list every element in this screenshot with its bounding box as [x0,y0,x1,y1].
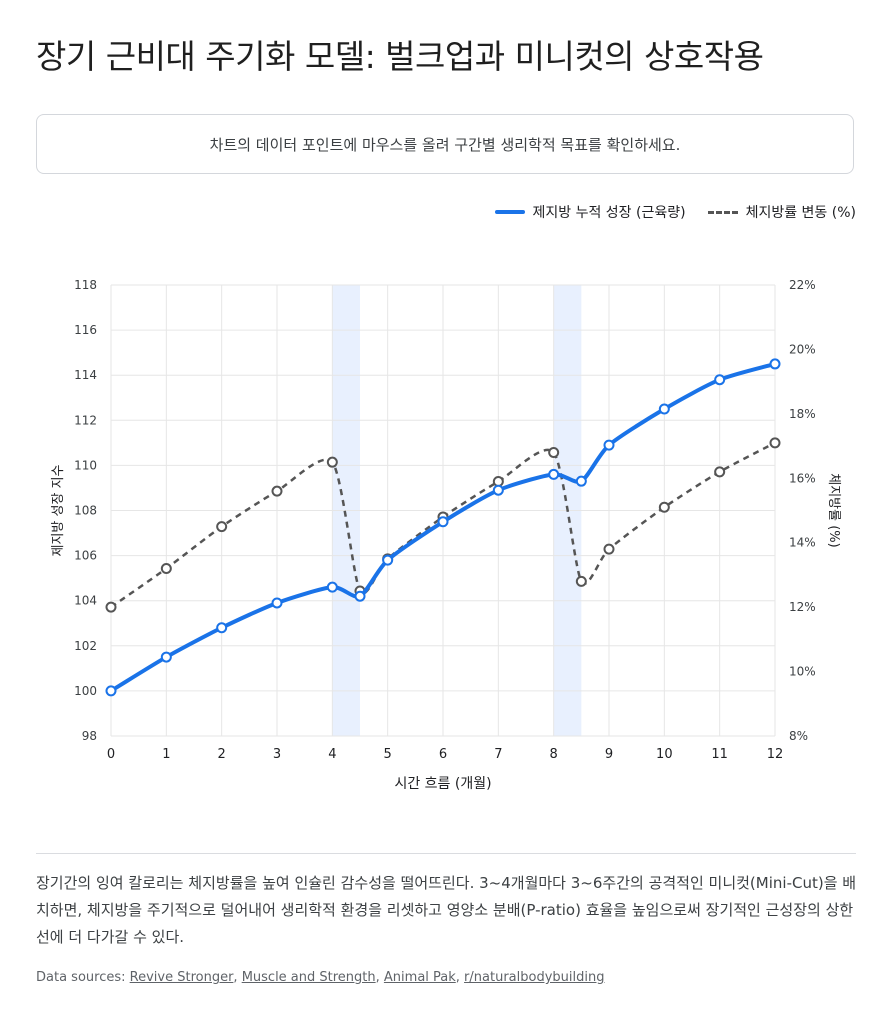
lean-mass-point-4 [326,581,338,593]
lean-mass-point-10 [575,475,587,487]
hint-text: 차트의 데이터 포인트에 마우스를 올려 구간별 생리학적 목표를 확인하세요. [209,135,681,154]
bodyfat-point-11 [603,543,615,555]
y-right-tick-label: 22% [789,278,816,292]
lean-mass-point-9 [548,468,560,480]
bodyfat-point-12 [658,501,670,513]
x-tick-label: 10 [656,747,673,762]
lean-mass-point-3 [271,597,283,609]
x-tick-label: 8 [550,747,558,762]
x-tick-label: 5 [384,747,392,762]
bodyfat-point-14 [769,437,781,449]
source-link-naturalbodybuilding[interactable]: r/naturalbodybuilding [464,970,605,985]
y-left-tick-label: 118 [74,278,97,292]
x-tick-label: 1 [162,747,170,762]
legend-label-lean-mass: 제지방 누적 성장 (근육량) [532,205,686,221]
y-right-tick-label: 10% [789,665,816,679]
bodyfat-point-3 [271,485,283,497]
bodyfat-point-9 [548,447,560,459]
x-axis-title: 시간 흐름 (개월) [394,776,491,792]
page-title: 장기 근비대 주기화 모델: 벌크업과 미니컷의 상호작용 [36,37,764,76]
y-left-tick-label: 116 [74,323,97,337]
lean-mass-point-13 [714,374,726,386]
hint-box: 차트의 데이터 포인트에 마우스를 올려 구간별 생리학적 목표를 확인하세요. [36,114,854,174]
y-left-axis-title: 제지방 성장 지수 [51,464,66,556]
bodyfat-point-10 [575,575,587,587]
legend-swatch-solid [494,210,525,214]
lean-mass-point-2 [216,622,228,634]
data-sources: Data sources: Revive Stronger, Muscle an… [36,970,605,985]
bodyfat-point-4 [326,456,338,468]
y-left-tick-label: 102 [74,639,97,653]
x-tick-label: 9 [605,747,613,762]
lean-mass-point-14 [769,358,781,370]
x-tick-label: 2 [218,747,226,762]
bodyfat-point-13 [714,466,726,478]
source-link-revive-stronger[interactable]: Revive Stronger [129,970,234,985]
legend-swatch-dashed [707,210,738,214]
lean-mass-point-8 [492,484,504,496]
y-left-tick-label: 112 [74,413,97,427]
y-right-tick-label: 8% [789,729,808,743]
y-right-tick-label: 18% [789,407,816,421]
x-tick-label: 4 [328,747,336,762]
x-tick-label: 12 [767,747,784,762]
chart-legend: 제지방 누적 성장 (근육량) 체지방률 변동 (%) [494,202,856,222]
lean-mass-point-7 [437,516,449,528]
x-tick-label: 3 [273,747,281,762]
y-right-axis-title: 체지방률 (%) [826,473,841,547]
legend-item-bodyfat[interactable]: 체지방률 변동 (%) [707,202,856,222]
y-left-tick-label: 104 [74,594,97,608]
lean-mass-point-11 [603,439,615,451]
y-left-tick-label: 106 [74,549,97,563]
bodyfat-point-0 [105,601,117,613]
y-left-tick-label: 100 [74,684,97,698]
y-left-tick-label: 98 [82,729,97,743]
source-link-animal-pak[interactable]: Animal Pak [383,970,456,985]
lean-mass-point-1 [160,651,172,663]
x-tick-label: 11 [711,747,728,762]
lean-mass-point-0 [105,685,117,697]
lean-mass-point-12 [658,403,670,415]
bodyfat-point-2 [216,521,228,533]
legend-label-bodyfat: 체지방률 변동 (%) [745,205,856,221]
x-tick-label: 0 [107,747,115,762]
lean-mass-point-5 [354,590,366,602]
bodyfat-point-8 [492,476,504,488]
source-link-muscle-and-strength[interactable]: Muscle and Strength [241,970,376,985]
x-tick-label: 6 [439,747,447,762]
y-right-tick-label: 12% [789,600,816,614]
section-divider [36,853,856,854]
legend-item-lean-mass[interactable]: 제지방 누적 성장 (근육량) [494,202,686,222]
y-left-tick-label: 108 [74,504,97,518]
sources-label: Data sources: [36,970,126,985]
chart-description: 장기간의 잉여 칼로리는 체지방률을 높여 인슐린 감수성을 떨어뜨린다. 3~… [36,874,857,946]
y-left-tick-label: 114 [74,368,97,382]
x-tick-label: 7 [494,747,502,762]
lean-mass-point-6 [382,554,394,566]
y-right-tick-label: 20% [789,342,816,356]
y-right-tick-label: 14% [789,536,816,550]
bodyfat-point-1 [160,562,172,574]
y-left-tick-label: 110 [74,458,97,472]
y-right-tick-label: 16% [789,471,816,485]
